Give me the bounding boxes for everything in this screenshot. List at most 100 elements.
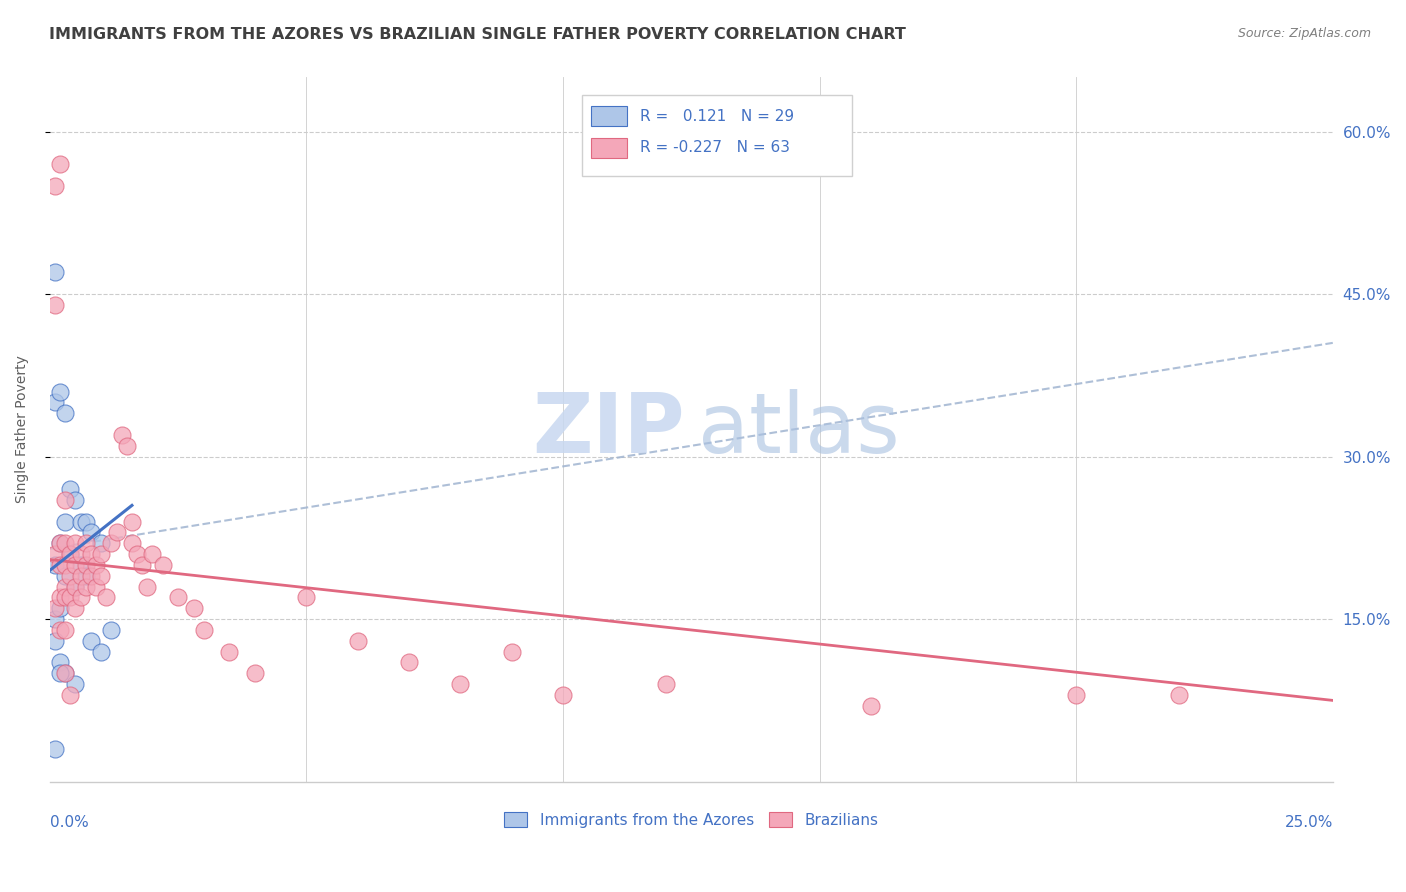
Point	[53, 569, 76, 583]
Point	[90, 547, 112, 561]
Point	[53, 666, 76, 681]
Point	[65, 580, 87, 594]
Point	[69, 547, 91, 561]
Point	[100, 536, 122, 550]
Point	[44, 178, 66, 193]
Point	[80, 525, 103, 540]
Point	[125, 547, 148, 561]
Point	[218, 645, 240, 659]
Point	[398, 656, 420, 670]
Point	[69, 515, 91, 529]
Point	[69, 569, 91, 583]
Point	[44, 558, 66, 572]
Point	[53, 623, 76, 637]
Point	[59, 482, 82, 496]
Point	[49, 536, 72, 550]
Point	[65, 601, 87, 615]
Bar	[592, 138, 627, 158]
Point	[183, 601, 205, 615]
Point	[53, 591, 76, 605]
Point	[84, 580, 107, 594]
Point	[100, 623, 122, 637]
Text: 0.0%: 0.0%	[49, 815, 89, 830]
Point	[449, 677, 471, 691]
Point	[59, 591, 82, 605]
Point	[65, 677, 87, 691]
Text: IMMIGRANTS FROM THE AZORES VS BRAZILIAN SINGLE FATHER POVERTY CORRELATION CHART: IMMIGRANTS FROM THE AZORES VS BRAZILIAN …	[49, 27, 905, 42]
Point	[346, 633, 368, 648]
Point	[167, 591, 190, 605]
Point	[53, 515, 76, 529]
Point	[295, 591, 318, 605]
Point	[80, 569, 103, 583]
Point	[65, 536, 87, 550]
Point	[44, 547, 66, 561]
Point	[90, 536, 112, 550]
Point	[75, 558, 97, 572]
Point	[53, 558, 76, 572]
Text: R =   0.121   N = 29: R = 0.121 N = 29	[640, 109, 794, 124]
Point	[131, 558, 153, 572]
Point	[141, 547, 163, 561]
Point	[1064, 688, 1087, 702]
Point	[49, 558, 72, 572]
Point	[65, 558, 87, 572]
Point	[44, 612, 66, 626]
Point	[53, 580, 76, 594]
Text: 25.0%: 25.0%	[1285, 815, 1333, 830]
Point	[53, 666, 76, 681]
Point	[105, 525, 128, 540]
Point	[53, 536, 76, 550]
Point	[49, 601, 72, 615]
Text: ZIP: ZIP	[533, 389, 685, 470]
Point	[501, 645, 523, 659]
Bar	[592, 106, 627, 126]
Point	[193, 623, 215, 637]
Point	[96, 591, 118, 605]
Point	[121, 536, 143, 550]
FancyBboxPatch shape	[582, 95, 852, 176]
Point	[44, 298, 66, 312]
Point	[59, 547, 82, 561]
Point	[859, 698, 882, 713]
Legend: Immigrants from the Azores, Brazilians: Immigrants from the Azores, Brazilians	[498, 805, 884, 834]
Point	[1167, 688, 1189, 702]
Point	[53, 406, 76, 420]
Point	[243, 666, 266, 681]
Point	[49, 536, 72, 550]
Point	[44, 633, 66, 648]
Point	[75, 580, 97, 594]
Point	[49, 666, 72, 681]
Point	[49, 656, 72, 670]
Point	[44, 742, 66, 756]
Point	[551, 688, 574, 702]
Point	[136, 580, 159, 594]
Point	[69, 558, 91, 572]
Point	[49, 623, 72, 637]
Y-axis label: Single Father Poverty: Single Father Poverty	[15, 356, 30, 503]
Point	[121, 515, 143, 529]
Point	[152, 558, 174, 572]
Point	[75, 536, 97, 550]
Point	[59, 569, 82, 583]
Point	[44, 601, 66, 615]
Point	[49, 591, 72, 605]
Text: R = -0.227   N = 63: R = -0.227 N = 63	[640, 140, 790, 155]
Point	[90, 569, 112, 583]
Point	[59, 547, 82, 561]
Point	[80, 633, 103, 648]
Point	[49, 157, 72, 171]
Point	[90, 645, 112, 659]
Point	[69, 591, 91, 605]
Point	[75, 515, 97, 529]
Point	[65, 580, 87, 594]
Point	[115, 439, 138, 453]
Point	[59, 688, 82, 702]
Point	[44, 395, 66, 409]
Point	[44, 265, 66, 279]
Point	[65, 493, 87, 508]
Point	[654, 677, 676, 691]
Point	[75, 569, 97, 583]
Text: atlas: atlas	[697, 389, 900, 470]
Point	[53, 493, 76, 508]
